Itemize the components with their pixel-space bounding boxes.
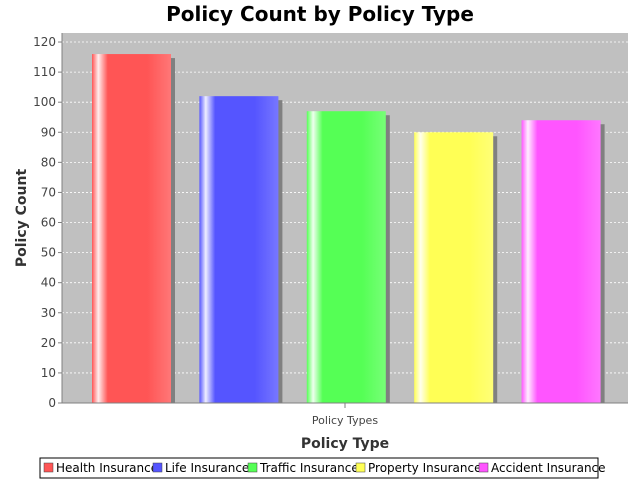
category-label: Policy Types xyxy=(312,414,378,427)
y-tick-label: 90 xyxy=(41,125,56,139)
legend-swatch xyxy=(43,462,54,473)
y-tick-label: 40 xyxy=(41,276,56,290)
legend: Health Insurance Life Insurance Traffic In… xyxy=(43,461,606,475)
y-tick-label: 70 xyxy=(41,185,56,199)
bar-traffic-insurance xyxy=(306,111,386,404)
y-tick-label: 80 xyxy=(41,155,56,169)
legend-item-label: Life Insurance xyxy=(165,461,249,475)
bars xyxy=(92,54,605,404)
legend-swatch xyxy=(355,462,366,473)
y-tick-label: 110 xyxy=(33,65,56,79)
y-tick-label: 30 xyxy=(41,306,56,320)
y-tick-label: 20 xyxy=(41,336,56,350)
y-axis-title: Policy Count xyxy=(14,169,30,268)
y-tick-label: 100 xyxy=(33,95,56,109)
legend-item-label: Accident Insurance xyxy=(491,461,606,475)
legend-swatch xyxy=(247,462,258,473)
legend-swatch xyxy=(478,462,489,473)
legend-swatch xyxy=(152,462,163,473)
y-tick-label: 0 xyxy=(48,396,56,410)
bar-accident-insurance xyxy=(521,120,601,403)
legend-box xyxy=(39,457,599,479)
y-tick-label: 60 xyxy=(41,216,56,230)
bar-health-insurance xyxy=(92,54,171,403)
legend-item-label: Traffic Insurance xyxy=(259,461,359,475)
x-axis-title: Policy Type xyxy=(301,436,389,452)
bar-life-insurance xyxy=(199,96,279,404)
y-axis: 0 10 20 30 40 50 60 70 80 90 100 110 120 xyxy=(33,33,63,410)
legend-item-label: Property Insurance xyxy=(368,461,481,475)
chart-title: Policy Count by Policy Type xyxy=(166,2,474,26)
bar-property-insurance xyxy=(414,132,494,403)
legend-item-label: Health Insurance xyxy=(56,461,158,475)
y-tick-label: 50 xyxy=(41,246,56,260)
y-tick-label: 120 xyxy=(33,35,56,49)
y-tick-label: 10 xyxy=(41,366,56,380)
